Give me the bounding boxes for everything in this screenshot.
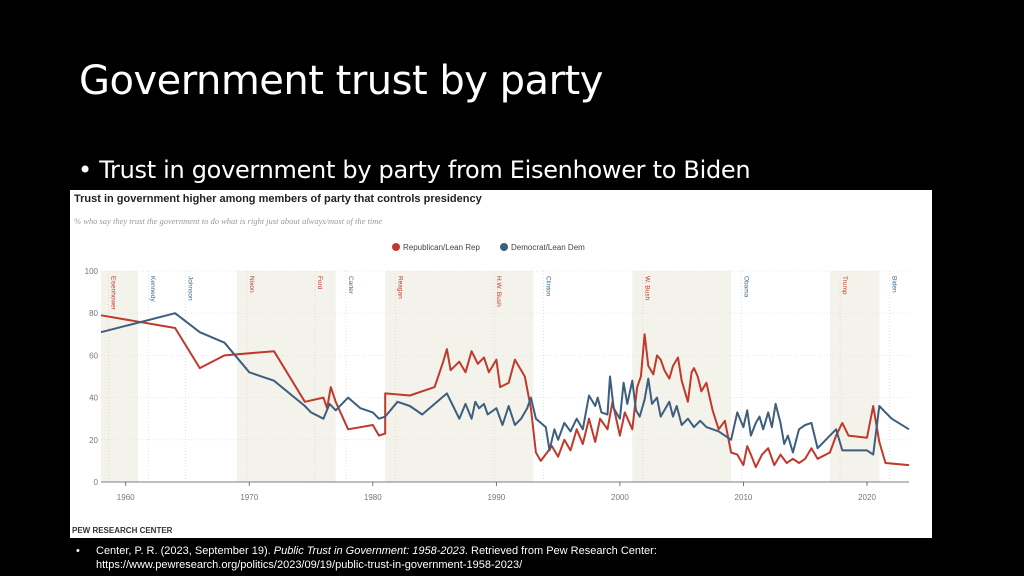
- rep-presidency-band: [101, 271, 139, 482]
- y-tick-label: 80: [89, 309, 98, 318]
- y-tick-label: 60: [89, 351, 98, 360]
- chart-panel: Trust in government higher among members…: [70, 190, 932, 538]
- president-label: Johnson: [186, 276, 193, 301]
- president-label: Kennedy: [149, 276, 156, 302]
- president-label: W. Bush: [643, 276, 650, 301]
- president-label: Ford: [316, 276, 323, 290]
- legend-swatch-dem: [500, 243, 508, 251]
- legend-label-rep: Republican/Lean Rep: [403, 243, 480, 252]
- president-label: Reagan: [396, 276, 403, 299]
- chart-source: PEW RESEARCH CENTER: [72, 526, 173, 535]
- bullet-point: • Trust in government by party from Eise…: [78, 156, 751, 184]
- x-tick-label: 1980: [364, 493, 382, 502]
- y-tick-label: 40: [89, 394, 98, 403]
- president-label: Carter: [347, 276, 354, 295]
- president-label: Eisenhower: [110, 276, 117, 311]
- president-label: Obama: [742, 276, 749, 298]
- citation-prefix: Center, P. R. (2023, September 19).: [96, 545, 274, 557]
- series-line-rep: [100, 314, 910, 469]
- citation: • Center, P. R. (2023, September 19). Pu…: [76, 544, 976, 572]
- president-label: H.W. Bush: [495, 276, 502, 307]
- president-label: Biden: [891, 276, 898, 293]
- bullet-text: Trust in government by party from Eisenh…: [99, 156, 751, 184]
- x-tick-label: 1960: [117, 493, 135, 502]
- x-tick-label: 2000: [611, 493, 629, 502]
- citation-title: Public Trust in Government: 1958-2023: [273, 545, 465, 557]
- legend-label-dem: Democrat/Lean Dem: [511, 243, 585, 252]
- rep-presidency-band: [483, 271, 534, 482]
- axes: 0 20 40 60 80 100 1960 1970 1980 1990 2000 2010 2020: [85, 267, 909, 502]
- rep-presidency-band: [236, 271, 307, 482]
- citation-bullet: •: [76, 545, 80, 557]
- x-tick-label: 1990: [487, 493, 505, 502]
- legend: Republican/Lean Rep Democrat/Lean Dem: [392, 243, 585, 252]
- trust-chart: Trust in government higher among members…: [72, 193, 910, 535]
- y-tick-label: 100: [85, 267, 99, 276]
- bullet-dot: •: [78, 156, 100, 184]
- rep-presidency-band: [306, 271, 336, 482]
- rep-presidency-band: [385, 271, 484, 482]
- page-title: Government trust by party: [79, 58, 603, 104]
- x-tick-label: 2010: [735, 493, 753, 502]
- series-lines: [100, 312, 910, 469]
- series-line-dem: [100, 312, 910, 456]
- president-labels: Eisenhower Kennedy Johnson Nixon Ford Carter R…: [108, 271, 898, 482]
- x-tick-label: 1970: [240, 493, 258, 502]
- y-tick-label: 0: [94, 478, 99, 487]
- presidency-bands: [101, 271, 880, 482]
- president-label: Clinton: [545, 276, 552, 297]
- president-label: Trump: [841, 276, 848, 295]
- president-label: Nixon: [248, 276, 255, 293]
- chart-subtitle: % who say they trust the government to d…: [74, 216, 382, 226]
- chart-title: Trust in government higher among members…: [74, 193, 483, 205]
- x-tick-label: 2020: [858, 493, 876, 502]
- legend-swatch-rep: [392, 243, 400, 251]
- citation-suffix: . Retrieved from Pew Research Center:: [464, 545, 657, 557]
- rep-presidency-band: [829, 271, 880, 482]
- citation-url[interactable]: https://www.pewresearch.org/politics/202…: [96, 559, 523, 571]
- y-tick-label: 20: [89, 436, 98, 445]
